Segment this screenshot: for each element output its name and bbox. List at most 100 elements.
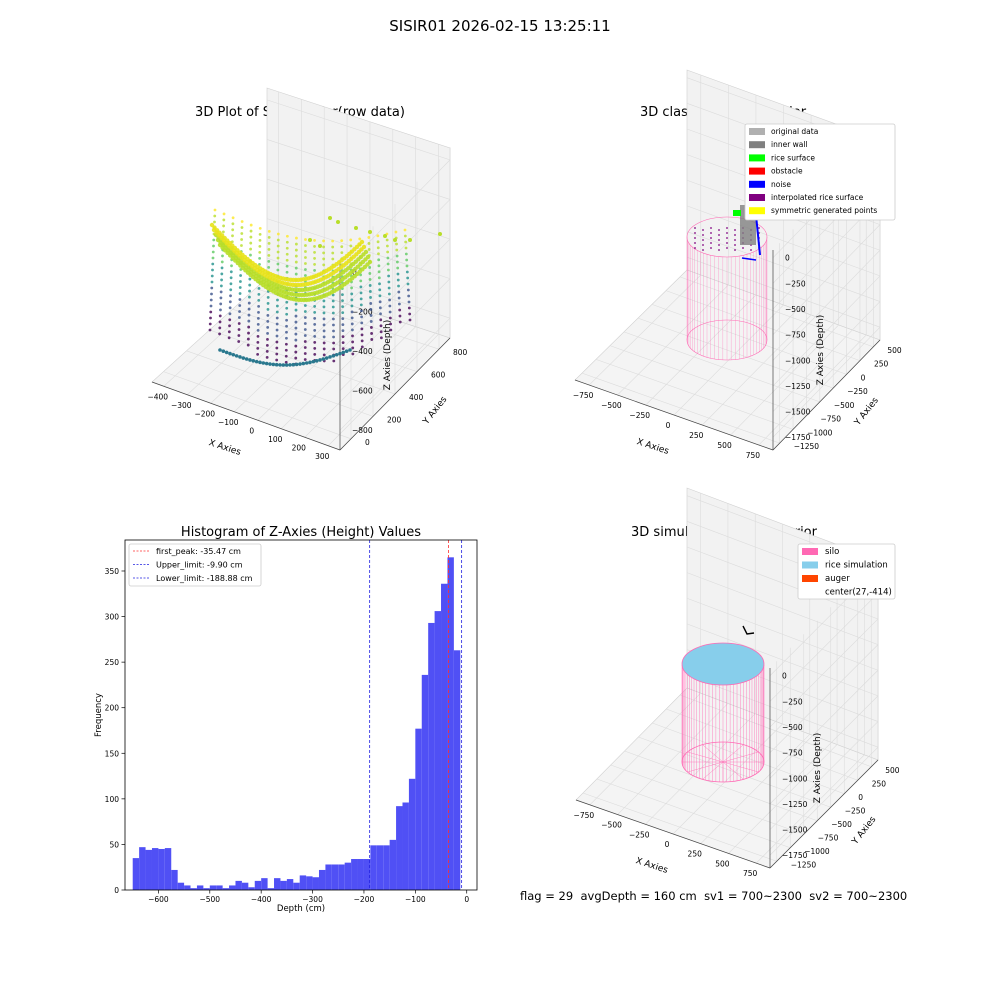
raw-point <box>388 304 392 308</box>
raw-point <box>350 286 354 290</box>
raw-point <box>304 274 307 277</box>
x-axis-line <box>151 381 341 451</box>
y-tick-label: 500 <box>887 346 902 355</box>
raw-point <box>266 313 270 317</box>
raw-point <box>294 338 298 342</box>
x-axis-label: X Axies <box>634 856 669 876</box>
raw-point <box>275 334 279 338</box>
interpolated-point <box>694 247 696 249</box>
floor-grid-x <box>700 734 810 844</box>
raw-point <box>220 260 224 264</box>
x-tick-label: −300 <box>171 401 192 410</box>
raw-point <box>238 355 242 359</box>
raw-point <box>322 239 325 243</box>
legend-swatch <box>749 207 765 215</box>
raw-point <box>359 303 363 307</box>
raw-point <box>303 340 307 343</box>
raw-point <box>438 232 442 236</box>
wall-grid-z <box>686 623 879 697</box>
raw-point <box>350 310 354 314</box>
raw-point <box>221 254 224 258</box>
raw-point <box>238 298 242 301</box>
x-axis-line <box>575 799 771 869</box>
legend-label: silo <box>825 547 839 557</box>
raw-point <box>318 244 322 248</box>
raw-point <box>368 266 372 269</box>
histogram-bar <box>312 877 319 890</box>
y-tick-label: 800 <box>453 348 468 357</box>
raw-point <box>298 362 302 366</box>
raw-point <box>294 248 298 252</box>
raw-point <box>284 363 289 367</box>
raw-point <box>247 307 251 311</box>
histogram-bar <box>139 847 146 890</box>
z-tick-label: 0 <box>782 672 787 681</box>
footer-flag: flag = 29 <box>520 889 574 903</box>
x-tick-label: −300 <box>302 895 323 904</box>
raw-point <box>275 352 279 356</box>
raw-point <box>368 272 372 275</box>
raw-point <box>218 314 222 318</box>
x-tick-label: 500 <box>717 441 732 450</box>
interpolated-point <box>758 227 760 229</box>
raw-point <box>237 340 241 343</box>
histogram-bar <box>216 885 223 890</box>
raw-point <box>378 300 382 304</box>
wall-grid-z <box>686 674 879 748</box>
silo-bottom-spoke <box>687 751 724 763</box>
raw-point <box>383 234 387 238</box>
raw-point <box>303 316 307 319</box>
raw-point <box>360 327 364 331</box>
raw-point <box>275 304 279 308</box>
raw-point <box>209 298 213 302</box>
histogram-bar <box>158 848 165 890</box>
x-tick-label: 750 <box>746 451 761 460</box>
y-tick-label: −250 <box>845 806 866 815</box>
raw-point <box>322 263 326 267</box>
raw-point <box>303 334 307 337</box>
raw-point <box>332 347 336 351</box>
legend-label: obstacle <box>771 167 803 176</box>
raw-point <box>360 345 364 349</box>
raw-point <box>360 315 364 319</box>
x-tick-label: −500 <box>199 895 220 904</box>
y-tick-label: −250 <box>847 387 868 396</box>
histogram-bar <box>402 802 409 890</box>
raw-point <box>238 304 242 307</box>
y-tick-label: 350 <box>105 567 120 576</box>
raw-point <box>248 295 251 299</box>
raw-point <box>249 241 253 245</box>
raw-point <box>313 263 316 266</box>
y-tick-label: 150 <box>105 749 120 758</box>
wall-grid-z <box>769 721 879 830</box>
raw-point <box>313 239 316 242</box>
histogram-bar <box>184 885 191 890</box>
raw-point <box>295 236 298 240</box>
raw-point <box>267 265 271 269</box>
x-tick-label: −750 <box>574 811 595 820</box>
legend-swatch <box>802 575 818 582</box>
raw-point <box>275 340 279 344</box>
raw-point <box>379 312 382 316</box>
interpolated-point <box>710 237 712 239</box>
raw-point <box>313 245 316 248</box>
raw-point <box>322 251 326 255</box>
raw-point <box>240 238 244 241</box>
y-tick-label: 250 <box>872 779 887 788</box>
raw-point <box>313 251 316 254</box>
histogram-bar <box>171 869 178 890</box>
interpolated-point <box>750 249 752 251</box>
footer-status: flag = 29 avgDepth = 160 cm sv1 = 700~23… <box>520 889 907 903</box>
floor-grid-x <box>728 744 838 854</box>
raw-point <box>338 351 342 356</box>
floor-grid-x <box>588 274 701 386</box>
interpolated-point <box>726 247 728 249</box>
histogram-bar <box>261 878 268 890</box>
raw-point <box>213 220 216 224</box>
raw-point <box>241 356 246 360</box>
histogram-bar <box>235 880 242 890</box>
z-tick-label: −1750 <box>782 851 808 860</box>
raw-point <box>301 361 306 366</box>
raw-point <box>258 256 262 260</box>
raw-point <box>341 329 345 333</box>
